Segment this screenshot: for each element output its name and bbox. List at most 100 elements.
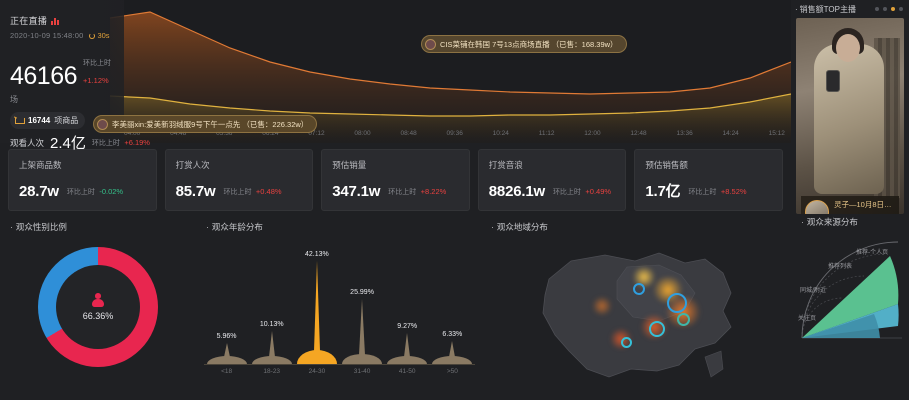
tooltip-avatar-icon (425, 38, 436, 50)
svg-text:推荐-个人页: 推荐-个人页 (856, 248, 888, 256)
streamer-text: 灵子—10月8日… 预估销售额 164.45w (834, 194, 895, 214)
age-bar: 9.27% (385, 323, 429, 364)
gender-panel-title: 观众性别比例 (0, 221, 196, 233)
age-panel: 观众年龄分布 5.96% 10.13% (196, 221, 481, 400)
top-streamer-title: 销售额TOP主播 (795, 4, 856, 15)
phone-icon (826, 70, 840, 92)
heat-ring (633, 283, 645, 295)
age-spike-shape (251, 331, 292, 364)
time-tick: 10:24 (492, 130, 509, 137)
svg-text:同城/附近: 同城/附近 (800, 286, 826, 294)
age-axis-tick: <18 (221, 368, 233, 375)
time-tick: 13:36 (676, 130, 693, 137)
kpi-card-compare: 环比上时 +8.22% (388, 181, 446, 199)
time-tick: 04:00 (124, 130, 141, 137)
chart-tooltip-primary: CIS菜铺在韩国 7号13点商场直播 （已售：168.39w） (421, 35, 627, 53)
time-tick: 04:48 (170, 130, 187, 137)
kpi-card[interactable]: 打赏音浪 8826.1w 环比上时 +0.49% (477, 149, 627, 211)
streamer-name: 灵子—10月8日… (834, 200, 892, 209)
kpi-card-compare: 环比上时 -0.02% (67, 181, 123, 199)
cart-icon (15, 117, 25, 125)
heat-ring (667, 293, 687, 313)
age-spike-shape (296, 261, 337, 364)
kpi-compare-label: 环比上时 (688, 189, 717, 196)
gender-panel: 观众性别比例 66.36% (0, 221, 196, 400)
kpi-card-value: 28.7w (19, 183, 59, 200)
age-spikes: 5.96% 10.13% (204, 251, 475, 364)
primary-compare-label: 环比上时 (83, 60, 112, 67)
kpi-card-title: 上架商品数 (19, 160, 62, 170)
streamer-video-preview[interactable]: TOP3 灵子—10月8日… 预估销售额 164.45w (796, 18, 904, 214)
source-rose-chart[interactable]: 推荐-个人页 推荐列表 同城/附近 关注页 (794, 234, 906, 346)
time-tick: 15:12 (768, 130, 785, 137)
age-spike-shape (432, 341, 473, 364)
streamer-figure (814, 44, 884, 194)
heat-ring (649, 321, 665, 337)
region-heatmap[interactable] (481, 237, 791, 387)
streamer-info-bar[interactable]: TOP3 灵子—10月8日… 预估销售额 164.45w (801, 196, 899, 214)
carousel-dot[interactable] (883, 7, 887, 11)
age-axis: <18 18-23 24-30 31-40 41-50 >50 (204, 364, 475, 378)
timestamp-label: 2020-10-09 15:48:00 (10, 31, 84, 40)
kpi-card[interactable]: 预估销售额 1.7亿 环比上时 +8.52% (634, 149, 783, 211)
carousel-dot[interactable] (875, 7, 879, 11)
kpi-card-row: 上架商品数 28.7w 环比上时 -0.02% 打赏人次 85.7w 环比上时 … (0, 143, 791, 211)
kpi-card[interactable]: 打赏人次 85.7w 环比上时 +0.48% (164, 149, 314, 211)
carousel-dot[interactable] (899, 7, 903, 11)
kpi-compare-value: +0.48% (255, 187, 282, 196)
age-panel-title: 观众年龄分布 (196, 221, 481, 233)
secondary-metric-compare: 环比上时 +6.19% (92, 132, 150, 151)
age-axis-tick: 24-30 (308, 368, 326, 375)
avatar: TOP3 (805, 200, 829, 214)
gender-donut-chart[interactable]: 66.36% (38, 247, 158, 367)
age-axis-tick: 18-23 (263, 368, 281, 375)
kpi-card-title: 预估销量 (332, 160, 367, 170)
age-bar-value: 6.33% (442, 331, 463, 338)
kpi-card-body: 1.7亿 环比上时 +8.52% (645, 181, 772, 199)
source-panel: 观众来源分布 推荐-个人页 推荐列表 同城/附近 关注页 (791, 216, 909, 346)
kpi-compare-label: 环比上时 (552, 189, 581, 196)
time-tick: 08:00 (354, 130, 371, 137)
age-spike-shape (387, 333, 428, 364)
source-panel-title: 观众来源分布 (791, 216, 909, 228)
kpi-card[interactable]: 预估销量 347.1w 环比上时 +8.22% (321, 149, 470, 211)
kpi-compare-label: 环比上时 (66, 189, 95, 196)
tooltip-secondary-text: 李美丽xin:爱美新羽绒服9号下午一点先 （已售：226.32w） (112, 119, 309, 129)
heat-blob (631, 267, 657, 287)
refresh-interval-badge[interactable]: 30s (89, 31, 110, 40)
live-status-row: 正在直播 (10, 14, 124, 27)
carousel-dots[interactable] (875, 7, 903, 11)
time-tick: 11:12 (538, 130, 555, 137)
refresh-interval-label: 30s (97, 31, 110, 40)
kpi-card-compare: 环比上时 +0.49% (553, 181, 611, 199)
china-map-shape (542, 252, 732, 378)
kpi-card[interactable]: 上架商品数 28.7w 环比上时 -0.02% (8, 149, 157, 211)
kpi-card-value: 347.1w (332, 183, 381, 200)
source-chart-svg: 推荐-个人页 推荐列表 同城/附近 关注页 (798, 241, 902, 339)
kpi-compare-label: 环比上时 (388, 189, 417, 196)
kpi-compare-value: +0.49% (585, 187, 612, 196)
right-column: 销售额TOP主播 TOP3 灵子—10月8日… 预估 (791, 0, 909, 400)
goods-count-label: 项商品 (54, 116, 79, 125)
age-bar: 10.13% (250, 321, 294, 364)
svg-text:推荐列表: 推荐列表 (828, 262, 852, 270)
chart-tooltip-secondary: 李美丽xin:爱美新羽绒服9号下午一点先 （已售：226.32w） (93, 115, 318, 133)
person-icon (92, 293, 104, 307)
carousel-dot-active[interactable] (891, 7, 895, 11)
kpi-card-title: 打赏人次 (175, 160, 210, 170)
kpi-compare-label: 环比上时 (223, 189, 252, 196)
age-axis-tick: >50 (446, 368, 458, 375)
tooltip-primary-text: CIS菜铺在韩国 7号13点商场直播 （已售：168.39w） (440, 39, 618, 49)
kpi-card-body: 28.7w 环比上时 -0.02% (19, 181, 146, 199)
age-distribution-chart[interactable]: 5.96% 10.13% (204, 243, 475, 378)
primary-compare-value: +1.12% (83, 76, 109, 85)
time-tick: 08:48 (400, 130, 417, 137)
age-bar: 42.13% (295, 251, 339, 364)
time-tick: 09:36 (446, 130, 463, 137)
heat-ring (621, 337, 632, 348)
svg-text:关注页: 关注页 (798, 314, 816, 322)
secondary-metric-label: 观看人次 (10, 138, 45, 148)
age-spike-shape (342, 299, 383, 364)
kpi-compare-value: +8.52% (720, 187, 747, 196)
